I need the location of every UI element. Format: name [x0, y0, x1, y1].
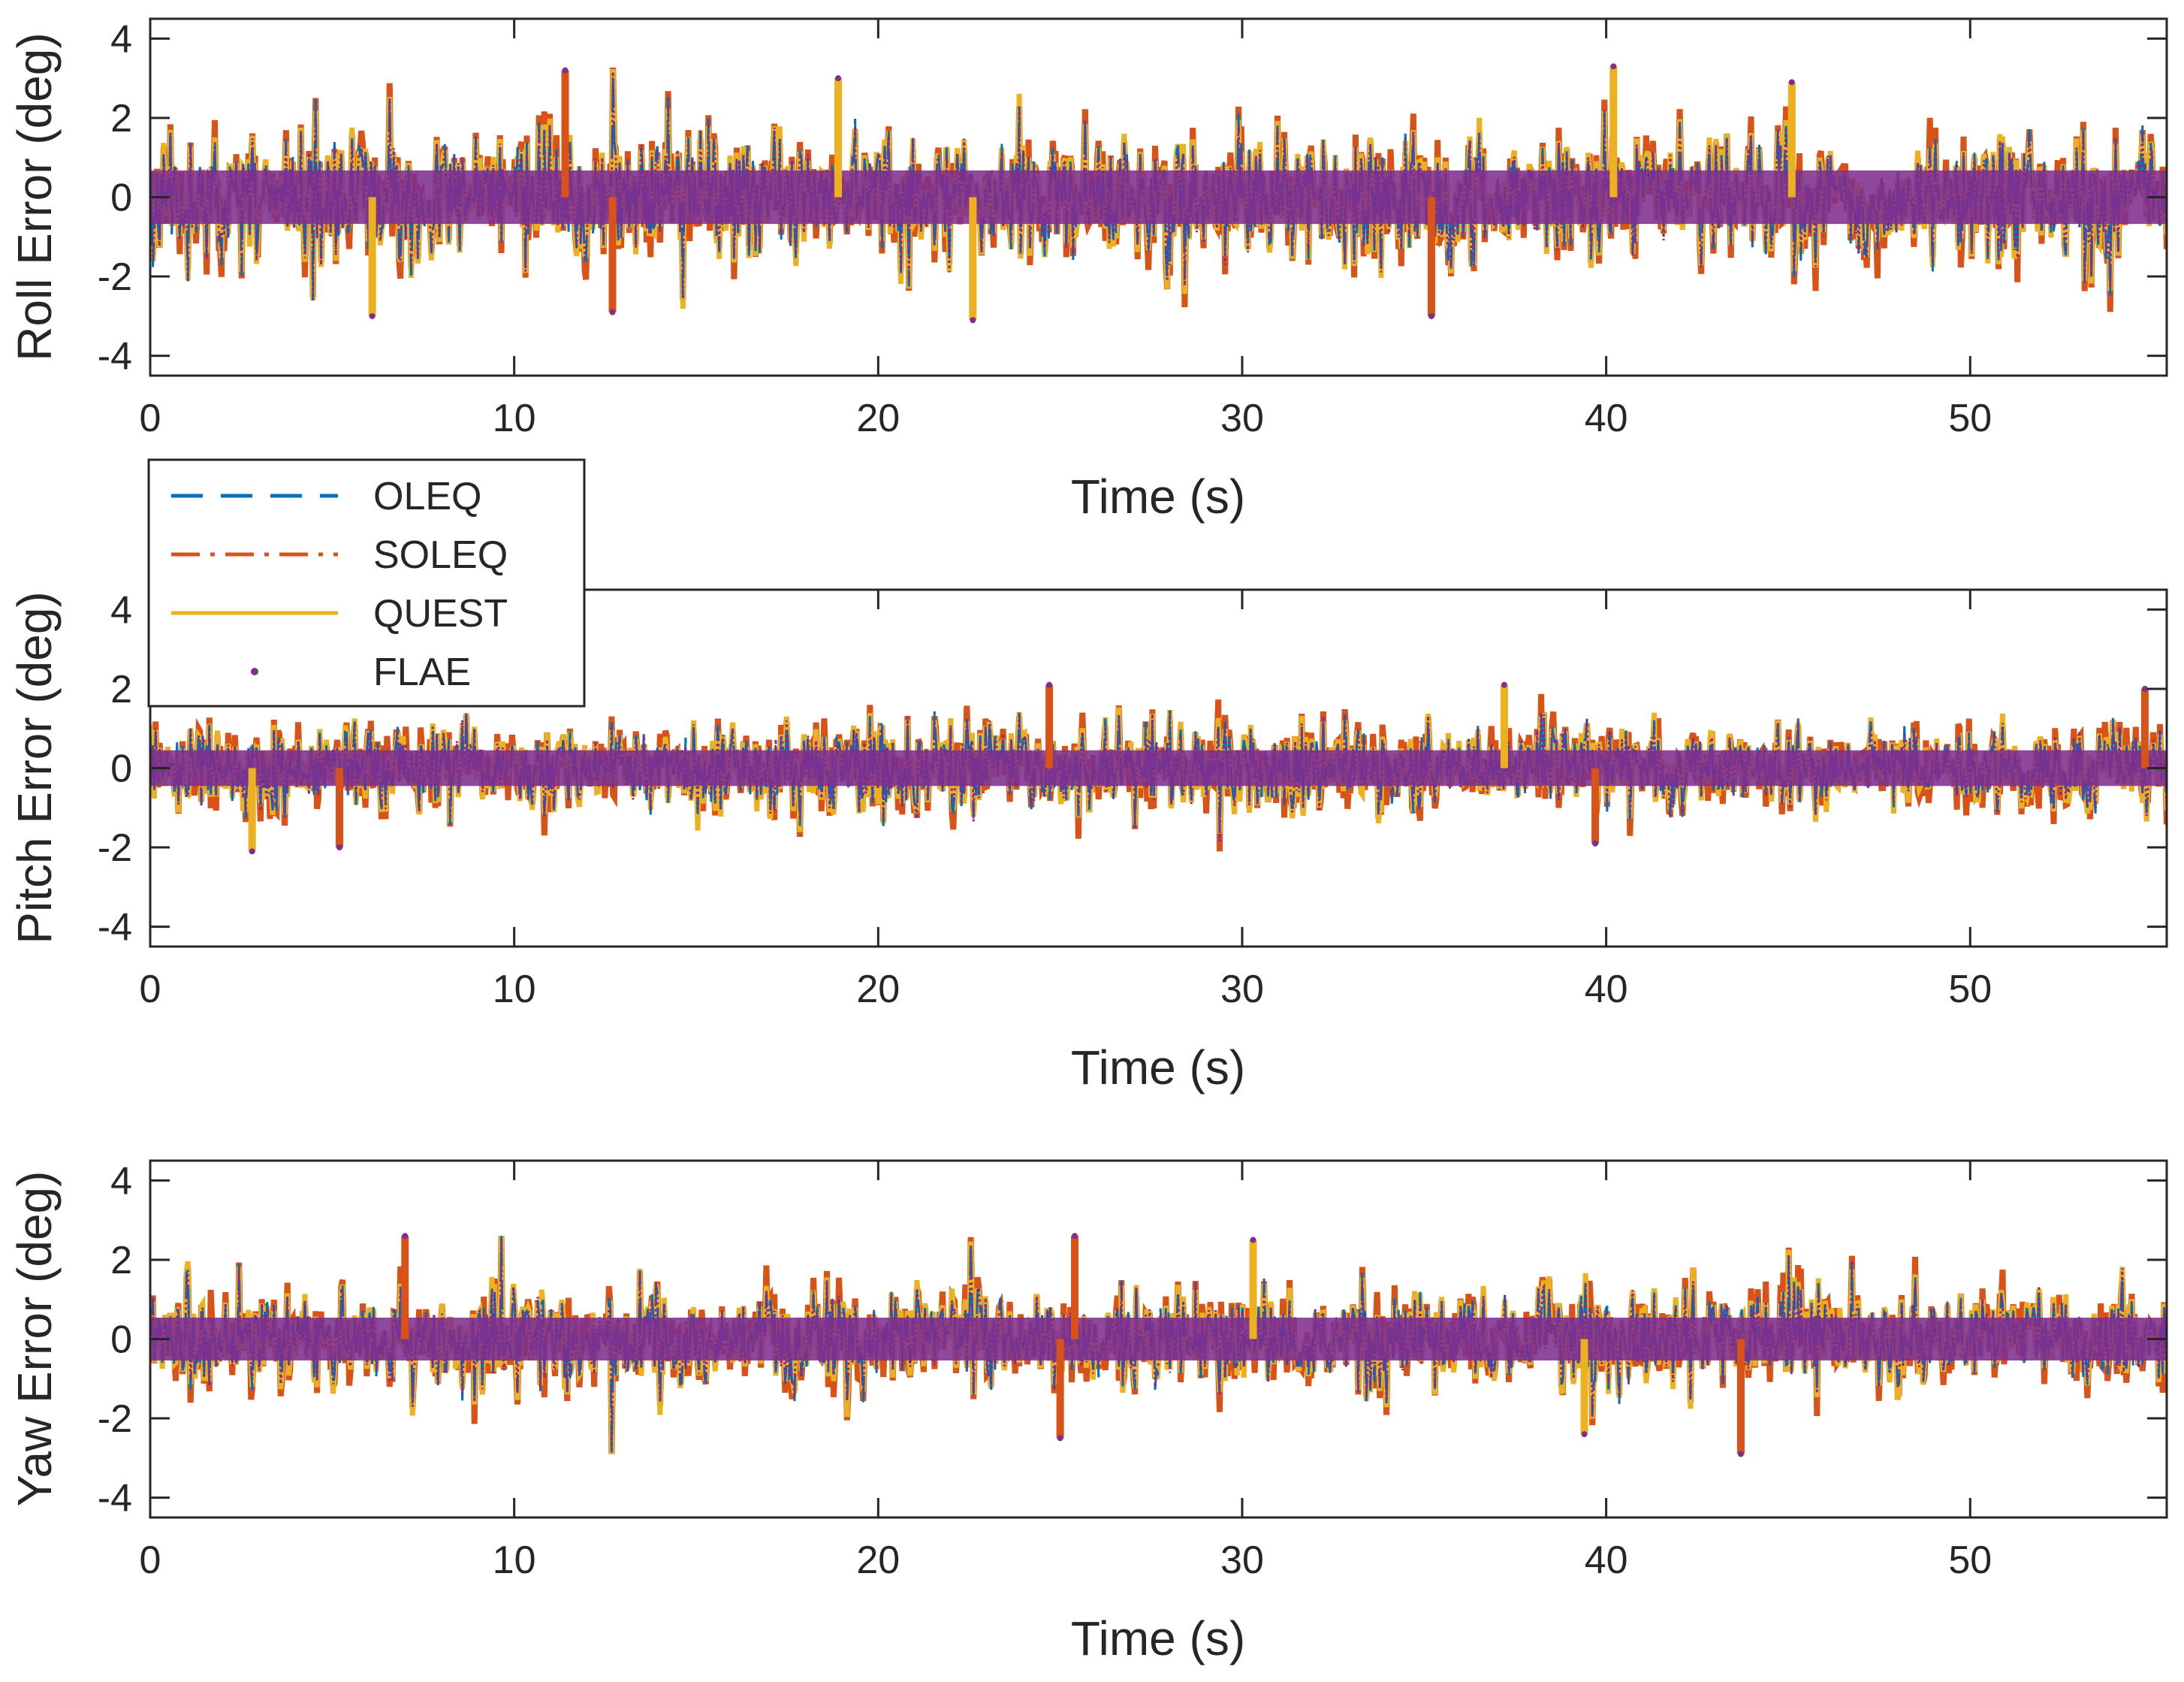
legend: OLEQ SOLEQ QUEST FLAE: [147, 458, 586, 708]
spike-marker-pitch: [1592, 840, 1599, 847]
spike-marker-roll: [1788, 79, 1795, 86]
spike-marker-yaw: [1250, 1237, 1256, 1243]
spike-marker-roll: [609, 309, 616, 316]
ytick-label-pitch: -2: [98, 826, 132, 870]
ytick-label-yaw: -4: [98, 1477, 132, 1520]
xtick-label-pitch: 10: [493, 968, 536, 1011]
ytick-label-pitch: 0: [110, 747, 132, 791]
ytick-label-pitch: -4: [98, 906, 132, 950]
spike-marker-roll: [1428, 313, 1434, 319]
spike-marker-roll: [1610, 63, 1617, 70]
spike-marker-roll: [562, 67, 569, 74]
legend-label-quest: QUEST: [373, 592, 508, 636]
xtick-label-pitch: 30: [1220, 968, 1264, 1011]
xtick-label-yaw: 20: [856, 1539, 900, 1582]
flae-density-band-yaw: [150, 1318, 2167, 1360]
spike-marker-yaw: [1581, 1431, 1588, 1438]
spike-marker-yaw: [402, 1233, 409, 1240]
xtick-label-yaw: 10: [493, 1539, 536, 1582]
data-layer-roll: [150, 63, 2167, 324]
legend-box: [147, 458, 586, 708]
ytick-label-yaw: 2: [110, 1239, 132, 1282]
xtick-label-pitch: 20: [856, 968, 900, 1011]
xlabel-roll: Time (s): [1071, 470, 1245, 524]
xtick-label-pitch: 50: [1948, 968, 1992, 1011]
flae-density-band-roll: [150, 170, 2167, 225]
legend-label-flae: FLAE: [373, 651, 471, 694]
spike-marker-yaw: [1737, 1451, 1744, 1457]
xtick-label-pitch: 40: [1585, 968, 1628, 1011]
xtick-label-roll: 30: [1220, 397, 1264, 440]
spike-marker-roll: [970, 317, 976, 324]
spike-marker-pitch: [249, 848, 255, 855]
ytick-label-roll: 2: [110, 97, 132, 140]
spike-marker-pitch: [336, 844, 343, 851]
xtick-label-roll: 40: [1585, 397, 1628, 440]
legend-label-oleq: OLEQ: [373, 475, 482, 518]
xtick-label-roll: 0: [140, 397, 161, 440]
spike-marker-yaw: [1057, 1435, 1063, 1442]
xlabel-pitch: Time (s): [1071, 1040, 1245, 1095]
ylabel-roll: Roll Error (deg): [8, 32, 62, 361]
ytick-label-yaw: 4: [110, 1159, 132, 1203]
spike-marker-pitch: [2141, 685, 2148, 692]
ylabel-pitch: Pitch Error (deg): [8, 591, 62, 944]
xtick-label-pitch: 0: [140, 968, 161, 1011]
xtick-label-roll: 50: [1948, 397, 1992, 440]
xtick-label-yaw: 40: [1585, 1539, 1628, 1582]
ytick-label-roll: -4: [98, 335, 132, 379]
ytick-label-roll: 0: [110, 177, 132, 220]
spike-marker-pitch: [1501, 681, 1507, 688]
legend-label-soleq: SOLEQ: [373, 533, 508, 577]
ytick-label-pitch: 4: [110, 588, 132, 632]
xtick-label-roll: 20: [856, 397, 900, 440]
xtick-label-yaw: 0: [140, 1539, 161, 1582]
ytick-label-roll: -2: [98, 255, 132, 299]
spike-marker-roll: [835, 75, 842, 82]
spike-marker-roll: [369, 313, 376, 319]
spike-marker-yaw: [1072, 1233, 1078, 1240]
xtick-label-roll: 10: [493, 397, 536, 440]
xtick-label-yaw: 30: [1220, 1539, 1264, 1582]
legend-swatch-flae: [251, 668, 258, 675]
ytick-label-roll: 4: [110, 17, 132, 61]
data-layer-pitch: [150, 681, 2167, 855]
xlabel-yaw: Time (s): [1071, 1611, 1245, 1665]
data-layer-yaw: [150, 1233, 2167, 1457]
xtick-label-yaw: 50: [1948, 1539, 1992, 1582]
ylabel-yaw: Yaw Error (deg): [8, 1171, 62, 1507]
ytick-label-yaw: 0: [110, 1318, 132, 1362]
spike-marker-pitch: [1046, 681, 1053, 688]
ytick-label-pitch: 2: [110, 668, 132, 711]
ytick-label-yaw: -2: [98, 1397, 132, 1441]
flae-density-band-pitch: [150, 750, 2167, 787]
